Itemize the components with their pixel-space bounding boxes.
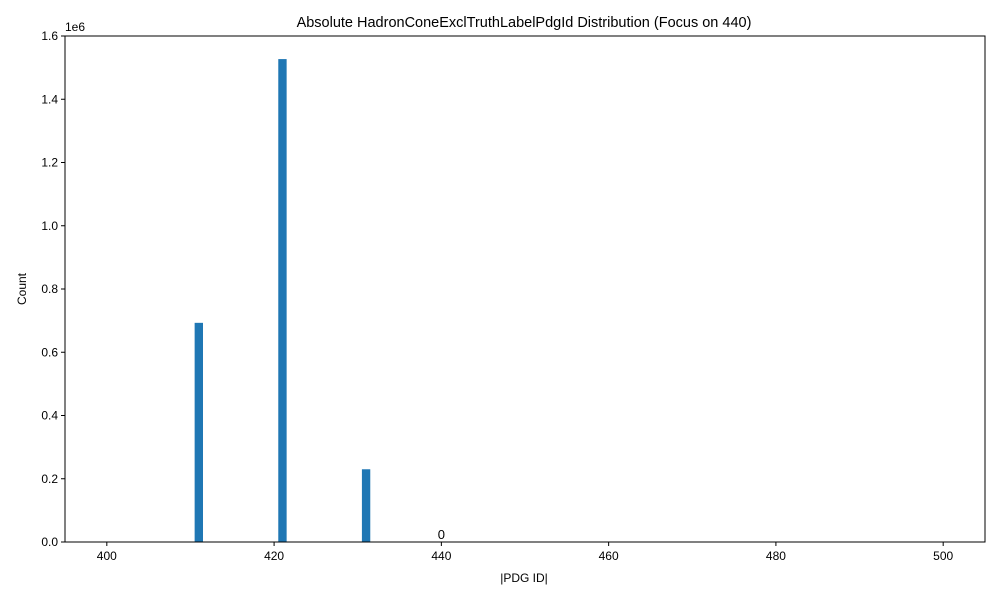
y-tick-label-2: 0.4 (41, 409, 58, 423)
y-tick-label-6: 1.2 (41, 156, 58, 170)
y-tick-label-5: 1.0 (41, 219, 58, 233)
y-tick-label-0: 0.0 (41, 535, 58, 549)
y-offset-label: 1e6 (65, 20, 85, 34)
x-tick-label-440: 440 (431, 549, 451, 563)
x-tick-label-500: 500 (933, 549, 953, 563)
x-axis-label: |PDG ID| (500, 571, 548, 585)
chart-title: Absolute HadronConeExclTruthLabelPdgId D… (297, 15, 752, 31)
x-tick-label-460: 460 (599, 549, 619, 563)
bar-431 (361, 469, 371, 542)
y-tick-label-7: 1.4 (41, 92, 58, 106)
y-tick-label-1: 0.2 (41, 472, 58, 486)
plot-area: 400 420 440 460 480 500 0.0 0.2 0.4 0.6 0.8 1.0 1.2 1… (41, 29, 986, 563)
y-tick-label-8: 1.6 (41, 29, 58, 43)
bar-411 (194, 322, 203, 542)
x-tick-label-480: 480 (766, 549, 786, 563)
y-tick-label-3: 0.6 (41, 345, 58, 359)
bar-421 (278, 59, 287, 543)
x-tick-label-400: 400 (97, 549, 117, 563)
annotation-440: 0 (438, 527, 445, 542)
x-tick-label-420: 420 (264, 549, 284, 563)
y-tick-label-4: 0.8 (41, 282, 58, 296)
y-axis-label: Count (15, 272, 29, 305)
